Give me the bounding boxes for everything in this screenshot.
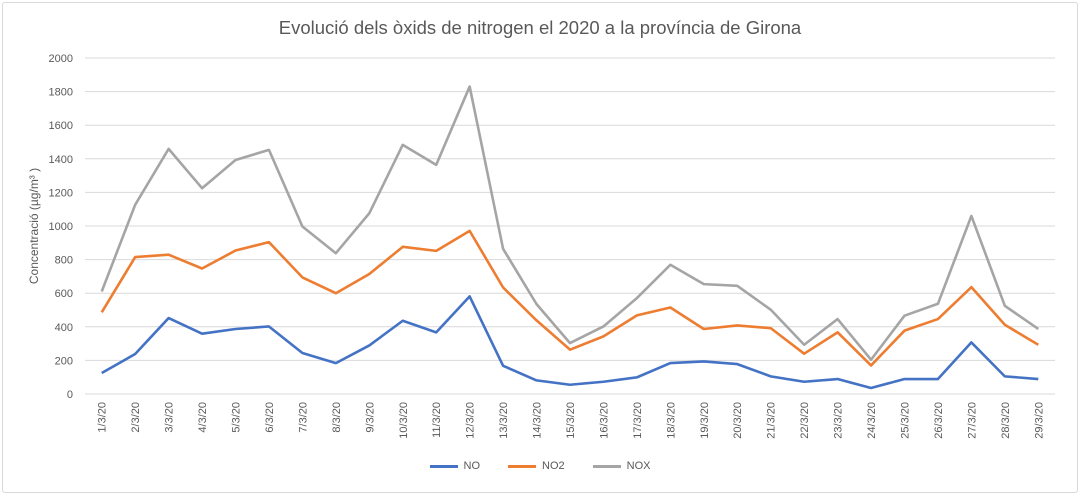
x-tick-label: 7/3/20 (297, 402, 309, 433)
x-tick-label: 2/3/20 (130, 402, 142, 433)
x-tick-label: 28/3/20 (1000, 402, 1012, 439)
x-tick-label: 18/3/20 (665, 402, 677, 439)
y-tick-label: 1400 (49, 154, 73, 166)
x-tick-label: 16/3/20 (598, 402, 610, 439)
y-tick-label: 400 (55, 322, 73, 334)
x-tick-label: 29/3/20 (1033, 402, 1045, 439)
x-tick-label: 3/3/20 (164, 402, 176, 433)
legend-label: NO (463, 460, 481, 472)
x-tick-label: 14/3/20 (532, 402, 544, 439)
x-tick-label: 21/3/20 (766, 402, 778, 439)
y-tick-label: 0 (67, 389, 73, 401)
x-tick-label: 23/3/20 (833, 402, 845, 439)
legend: NO NO2 NOX (0, 460, 1080, 472)
x-tick-label: 19/3/20 (699, 402, 711, 439)
x-tick-label: 15/3/20 (565, 402, 577, 439)
x-tick-label: 27/3/20 (966, 402, 978, 439)
y-tick-label: 1000 (49, 221, 73, 233)
x-tick-label: 12/3/20 (465, 402, 477, 439)
x-tick-label: 4/3/20 (197, 402, 209, 433)
x-tick-label: 6/3/20 (264, 402, 276, 433)
y-tick-label: 1800 (49, 87, 73, 99)
legend-item-no2: NO2 (508, 460, 565, 472)
y-tick-label: 1200 (49, 187, 73, 199)
x-tick-label: 24/3/20 (866, 402, 878, 439)
y-tick-label: 600 (55, 288, 73, 300)
legend-item-nox: NOX (592, 460, 651, 472)
y-tick-label: 200 (55, 355, 73, 367)
x-tick-label: 13/3/20 (498, 402, 510, 439)
x-tick-label: 9/3/20 (364, 402, 376, 433)
x-tick-label: 22/3/20 (799, 402, 811, 439)
legend-swatch (508, 464, 537, 468)
legend-item-no: NO (429, 460, 481, 472)
x-tick-label: 10/3/20 (398, 402, 410, 439)
x-tick-label: 11/3/20 (431, 402, 443, 438)
x-tick-label: 8/3/20 (331, 402, 343, 433)
y-axis-label: Concentració (µg/m³ ) (27, 168, 41, 284)
y-tick-label: 800 (55, 255, 73, 267)
legend-swatch (592, 464, 621, 468)
x-tick-label: 26/3/20 (933, 402, 945, 439)
x-tick-label: 17/3/20 (632, 402, 644, 439)
legend-swatch (429, 464, 458, 468)
x-tick-label: 25/3/20 (899, 402, 911, 439)
x-tick-label: 1/3/20 (97, 402, 109, 433)
x-tick-label: 20/3/20 (732, 402, 744, 439)
chart-title: Evolució dels òxids de nitrogen el 2020 … (278, 17, 802, 38)
series-line-nox (100, 85, 1040, 362)
y-tick-label: 2000 (49, 53, 73, 65)
legend-label: NOX (626, 460, 651, 472)
legend-label: NO2 (542, 460, 565, 472)
y-tick-label: 1600 (49, 120, 73, 132)
series-line-no2 (100, 229, 1039, 367)
x-tick-label: 5/3/20 (231, 402, 243, 433)
